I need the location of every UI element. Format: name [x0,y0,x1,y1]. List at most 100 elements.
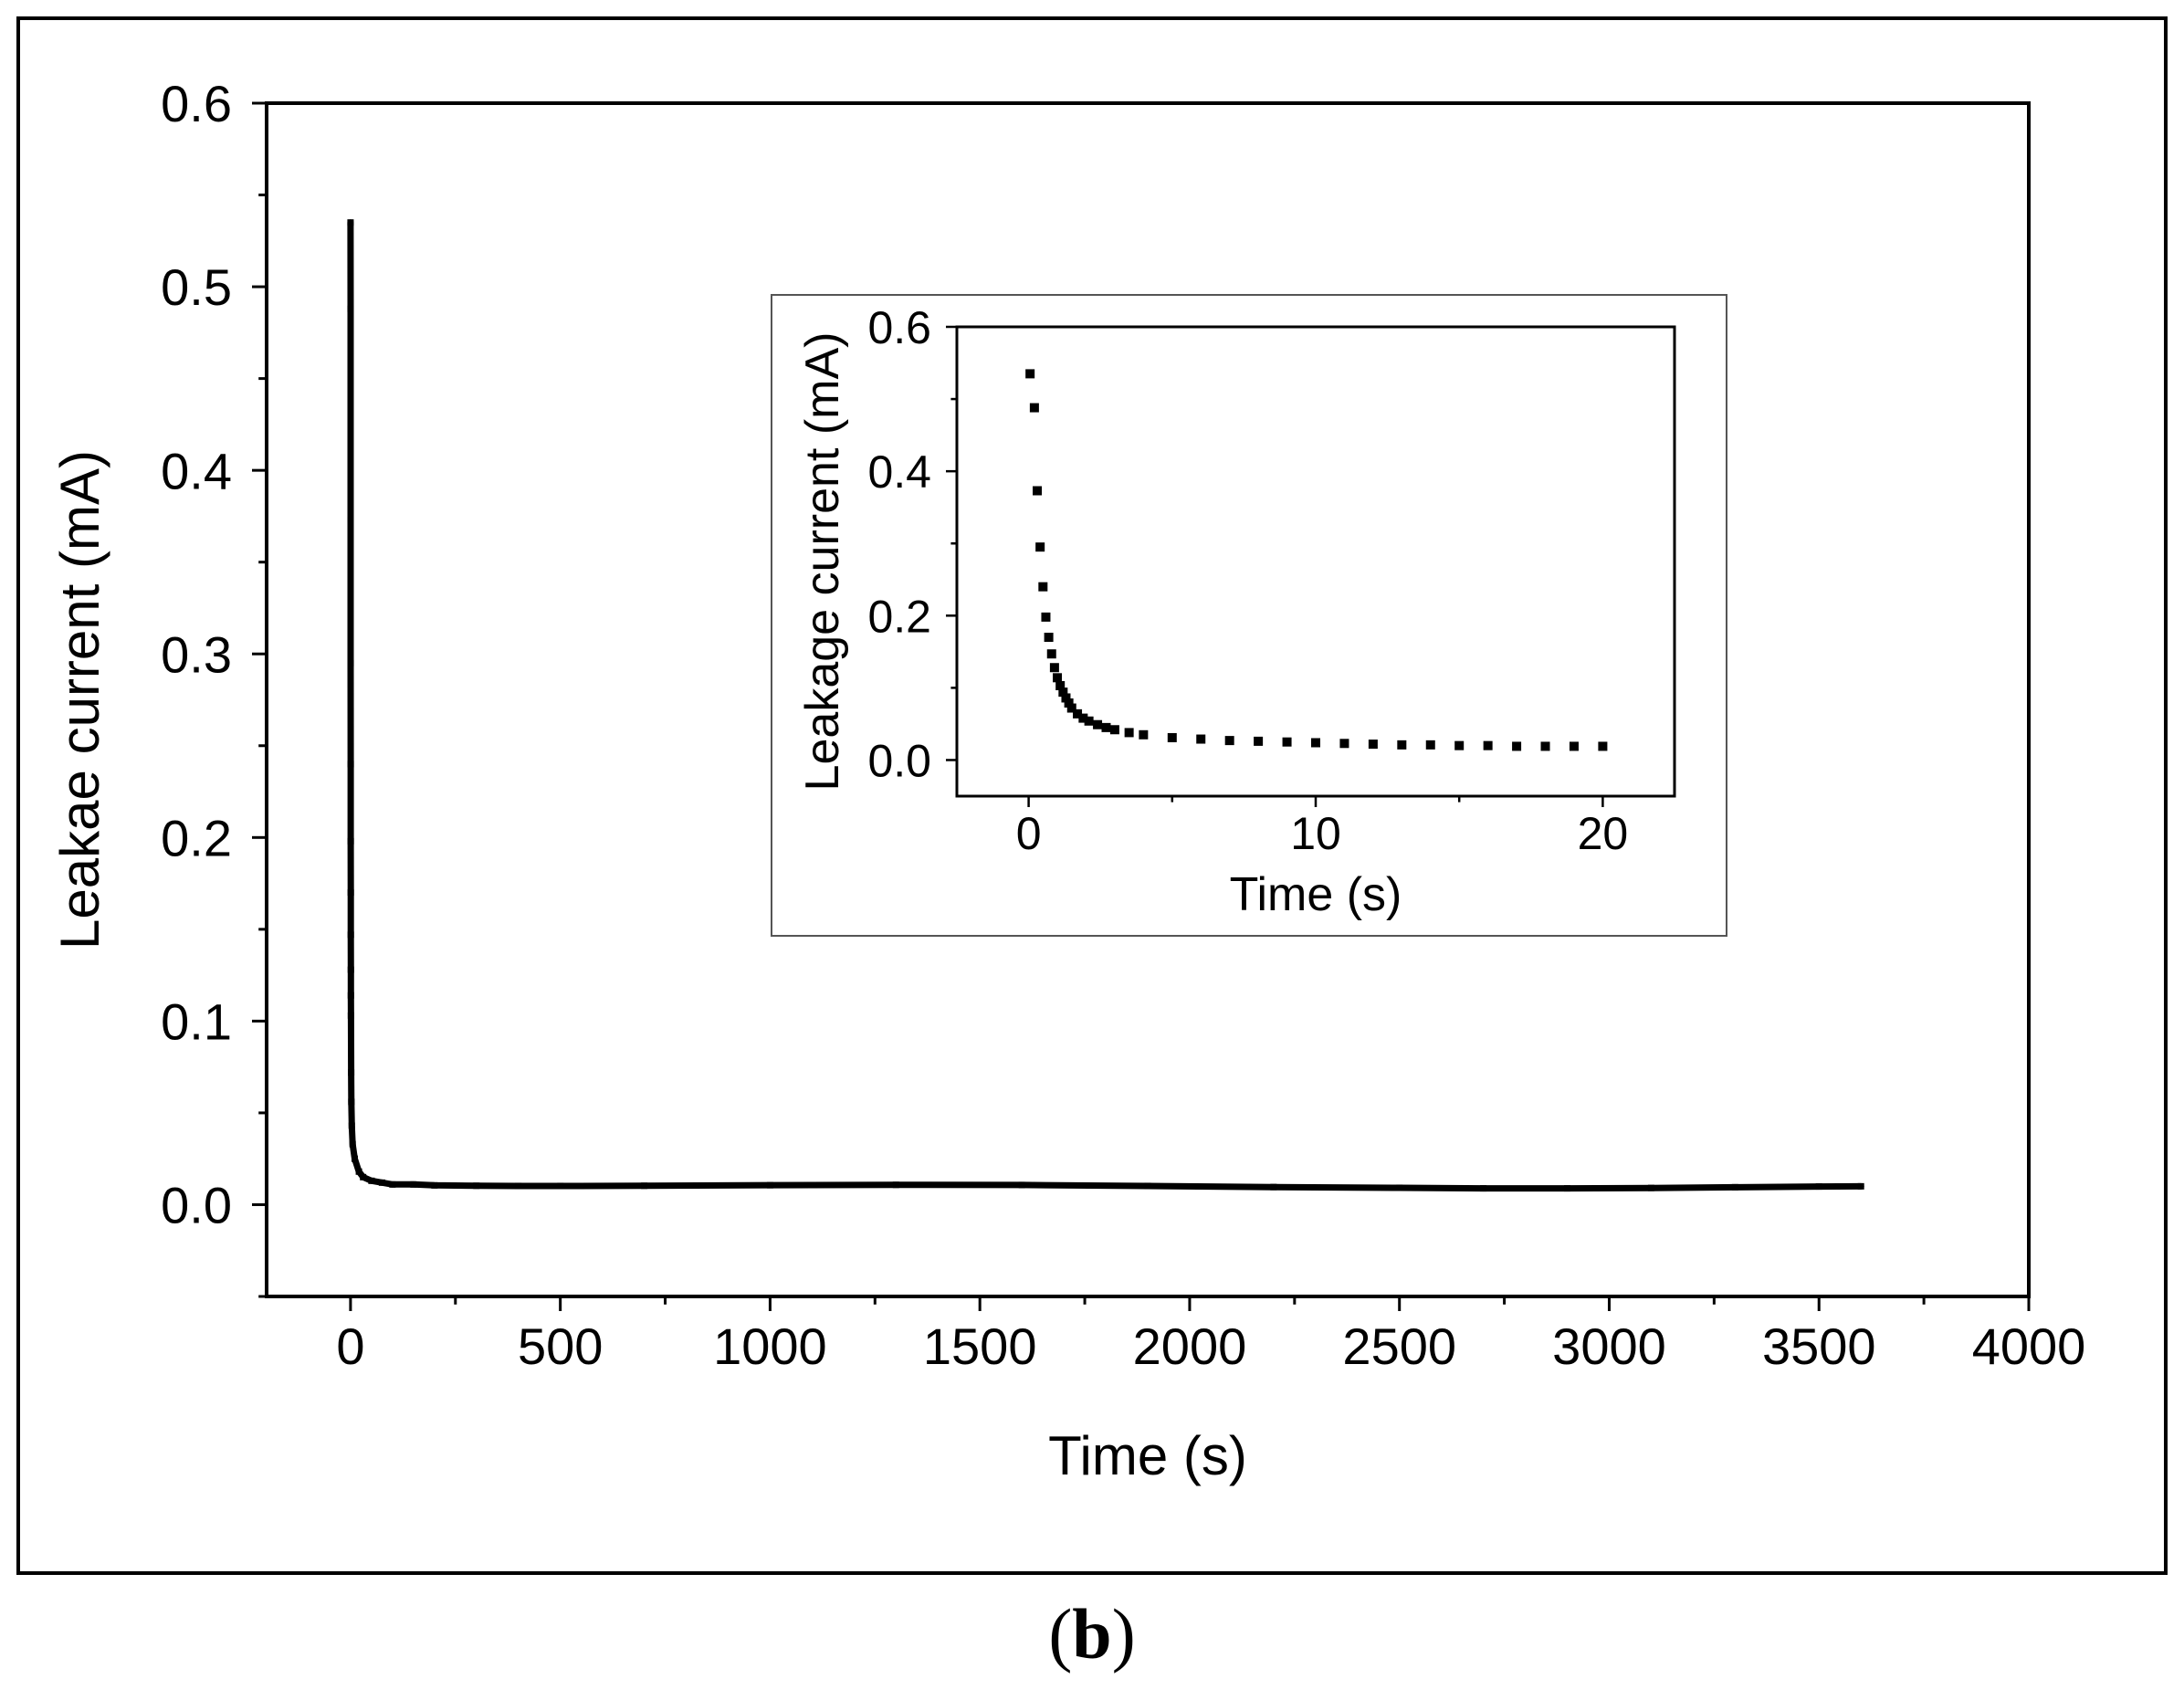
inset-data-point [1254,736,1264,746]
main-data-point [378,1179,385,1186]
main-y-tick-label: 0.1 [161,993,232,1051]
main-data-point [1018,1181,1025,1189]
main-data-point [347,931,354,939]
figure-frame [16,16,2168,1575]
inset-plot: 0 10 20 0.0 0.2 0.4 0.6 Time (s) Leakage current… [771,294,1727,937]
main-x-tick-label: 2000 [1133,1317,1247,1375]
main-x-tick-label: 0 [336,1317,364,1375]
main-data-point [347,219,354,226]
inset-data-point [1598,741,1608,751]
inset-data-point [1093,719,1103,729]
inset-data-point [1035,542,1045,552]
inset-data-point [1066,703,1076,713]
main-data-point [347,305,354,312]
inset-data-point [1282,737,1292,747]
inset-data-point [1101,722,1111,732]
main-data-point [348,1098,355,1106]
main-data-point [347,761,354,768]
inset-x-tick-label: 0 [1016,808,1042,859]
main-y-tick-label: 0.3 [161,625,232,683]
main-data-point [349,1140,356,1148]
main-y-axis-title: Leakae current (mA) [49,450,110,950]
main-data-point [1564,1185,1571,1192]
main-data-point [347,966,354,973]
inset-data-point [1084,716,1094,726]
main-data-point [348,1069,355,1076]
main-y-tick-label: 0.0 [161,1177,232,1234]
inset-data-point [1368,740,1378,750]
main-x-tick-label: 4000 [1972,1317,2086,1375]
main-data-point [347,516,354,523]
main-data-point [355,1168,362,1175]
inset-data-point [1078,713,1088,723]
main-data-point [641,1182,648,1190]
main-data-point [347,659,354,666]
main-data-point [347,1012,354,1019]
inset-data-point [1055,681,1066,691]
inset-data-point [1569,741,1579,751]
main-y-tick-label: 0.4 [161,442,232,499]
inset-data-point [1196,734,1206,744]
main-data-point [1731,1183,1738,1191]
main-x-tick-label: 1500 [923,1317,1037,1375]
inset-data-point [1058,687,1068,698]
main-data-point [352,1155,358,1162]
main-data-point [1144,1182,1151,1190]
inset-data-point [1425,740,1435,750]
inset-data-point [1512,741,1522,751]
main-x-axis-title: Time (s) [1048,1425,1247,1486]
inset-x-tick-label: 20 [1578,808,1629,859]
main-data-point [515,1182,522,1190]
inset-data-point [1029,403,1039,413]
main-y-tick-label: 0.6 [161,75,232,132]
main-plot: 0 500 1000 1500 2000 2500 3000 3500 4000 0.0 0.1 0.… [49,75,2085,1486]
main-x-tick-label: 500 [518,1317,603,1375]
inset-data-point [1073,708,1083,719]
main-data-point [347,837,354,845]
main-data-point [1647,1184,1654,1191]
main-plot-area [265,101,2031,1298]
main-data-point [557,1182,564,1190]
caption-open-paren: ( [1048,1594,1073,1674]
main-data-point [1857,1182,1864,1190]
inset-data-point [1339,739,1349,749]
inset-x-axis-title: Time (s) [1230,868,1402,921]
main-data-point [389,1181,396,1188]
inset-outer-frame [771,294,1727,937]
inset-data-point [1224,736,1234,746]
main-data-point [347,889,354,897]
inset-data-point [1483,740,1493,750]
main-data-point [1480,1185,1487,1192]
inset-y-tick-label: 0.2 [867,591,931,642]
main-data-point [473,1182,480,1190]
inset-data-point [1540,741,1550,751]
main-data-point [766,1181,773,1189]
inset-data-point [1397,740,1407,750]
inset-y-tick-label: 0.6 [867,302,931,353]
inset-data-point [1041,612,1051,622]
inset-data-point [1139,729,1149,740]
inset-data-point [1064,698,1074,708]
inset-data-point [1124,728,1134,738]
inset-y-tick-label: 0.4 [867,446,931,498]
inset-data-point [1049,663,1059,673]
inset-x-tick-label: 10 [1290,808,1341,859]
main-y-tick-label: 0.5 [161,258,232,316]
inset-data-point [1025,369,1035,379]
main-x-tick-label: 2500 [1342,1317,1456,1375]
main-data-point [892,1181,899,1189]
inset-data-point [1038,582,1048,592]
main-x-tick-label: 3000 [1552,1317,1666,1375]
inset-data-point [1454,740,1465,750]
inset-data-point [1311,738,1320,748]
inset-data-point [1167,732,1177,742]
inset-y-axis-title: Leakage current (mA) [796,332,849,792]
inset-data-point [1061,693,1071,703]
figure-caption: (b) [0,1593,2184,1675]
inset-data-point [1053,673,1063,683]
main-data-point [347,992,354,999]
main-data-point [1270,1183,1277,1191]
main-x-tick-label: 3500 [1762,1317,1876,1375]
caption-letter: b [1072,1594,1112,1674]
